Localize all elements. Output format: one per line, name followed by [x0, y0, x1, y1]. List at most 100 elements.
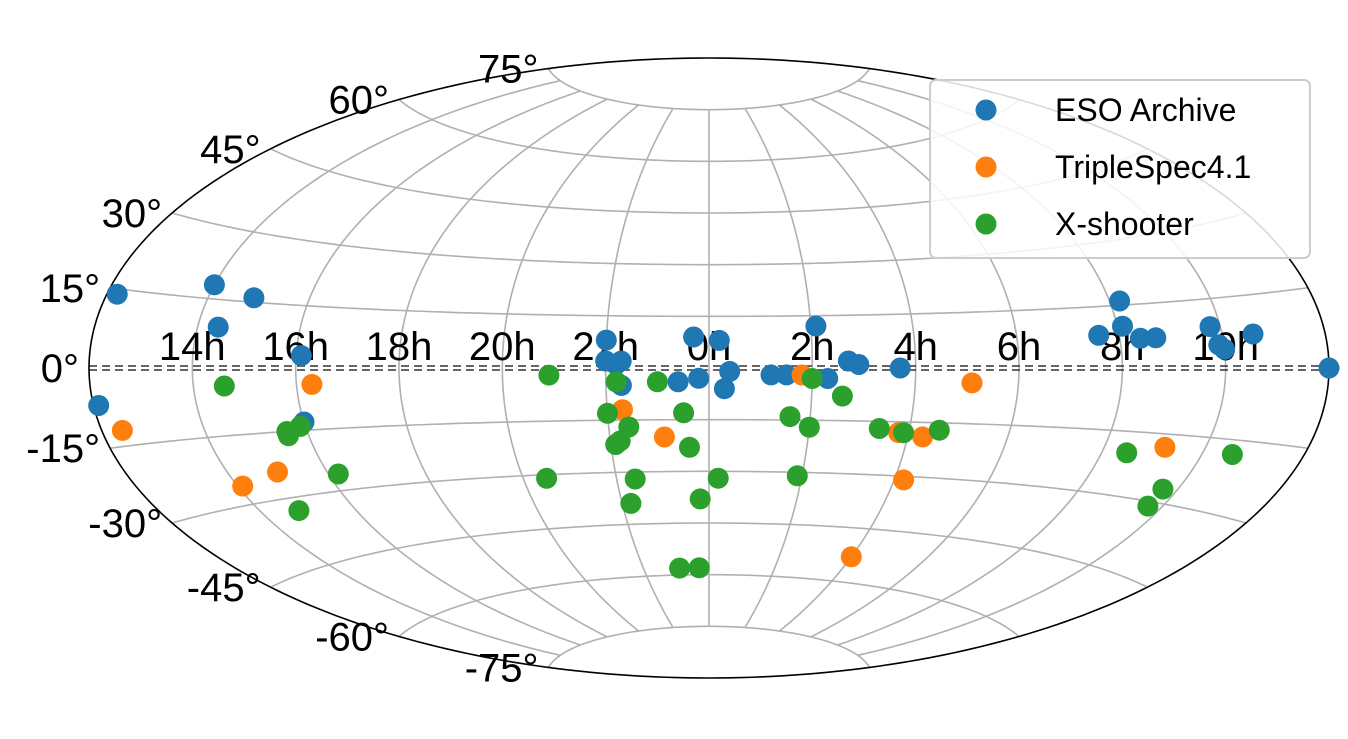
data-point — [707, 467, 729, 489]
data-point — [719, 360, 741, 382]
dec-tick-label: -15° — [26, 427, 100, 471]
dec-tick-label: 30° — [102, 192, 163, 236]
data-point — [893, 469, 915, 491]
data-point — [688, 557, 710, 579]
meridian-gridline — [191, 79, 561, 657]
legend-items: ESO Archive TripleSpec4.1 X-shooter — [975, 92, 1251, 242]
legend-label: ESO Archive — [1055, 92, 1236, 128]
data-point — [798, 416, 820, 438]
legend-label: TripleSpec4.1 — [1055, 149, 1251, 185]
meridian-gridline — [398, 98, 608, 638]
data-point — [840, 546, 862, 568]
data-point — [683, 326, 705, 348]
legend-marker — [975, 156, 997, 178]
data-point — [653, 426, 675, 448]
ra-tick-label: 6h — [997, 325, 1042, 369]
dec-tick-labels: 75° 60° 45° 30°15° 0° -15° -30° -45° -60° -75° — [26, 48, 538, 691]
legend-label: X-shooter — [1055, 206, 1194, 242]
data-point — [620, 492, 642, 514]
data-point — [1152, 478, 1174, 500]
data-point — [111, 419, 133, 441]
data-point — [536, 467, 558, 489]
data-point — [1214, 338, 1236, 360]
data-point — [203, 274, 225, 296]
data-point — [267, 461, 288, 483]
legend-box — [929, 79, 1311, 259]
parallel-gridline — [547, 68, 871, 111]
data-point — [288, 500, 310, 522]
series-x-shooter — [213, 364, 1243, 579]
data-point — [595, 329, 617, 351]
meridian-gridline — [294, 90, 581, 646]
data-point — [289, 415, 311, 437]
data-point — [327, 463, 349, 485]
data-point — [1088, 324, 1110, 346]
data-point — [1199, 316, 1221, 338]
dec-tick-label: 45° — [200, 128, 261, 172]
data-point — [713, 378, 735, 400]
data-point — [688, 367, 710, 389]
data-point — [848, 354, 870, 375]
ra-tick-label: 20h — [469, 325, 536, 369]
data-point — [1221, 444, 1243, 465]
data-point — [597, 402, 618, 424]
data-point — [290, 345, 312, 367]
data-point — [538, 364, 560, 386]
dec-tick-label: -30° — [88, 502, 162, 546]
data-point — [88, 395, 110, 416]
dec-tick-label: 75° — [478, 48, 539, 92]
data-point — [232, 475, 254, 497]
data-point — [760, 364, 782, 386]
data-points — [88, 274, 1340, 579]
data-point — [207, 316, 229, 338]
data-point — [1145, 327, 1167, 349]
data-point — [912, 426, 934, 448]
data-point — [817, 368, 839, 389]
data-point — [708, 329, 730, 351]
data-point — [1154, 436, 1176, 458]
data-point — [776, 364, 797, 386]
data-point — [893, 422, 915, 444]
data-point — [786, 465, 808, 487]
data-point — [673, 402, 695, 424]
data-point — [679, 436, 700, 458]
data-point — [243, 287, 265, 309]
data-point — [961, 372, 983, 394]
dec-tick-label: -60° — [315, 616, 389, 660]
meridian-gridline — [501, 104, 640, 632]
equator-line — [89, 365, 1329, 371]
ra-tick-label: 18h — [366, 325, 433, 369]
data-point — [689, 488, 711, 510]
data-point — [1137, 495, 1159, 517]
data-point — [1318, 357, 1340, 379]
data-point — [801, 368, 823, 389]
data-point — [213, 375, 235, 397]
data-point — [301, 373, 323, 395]
meridian-gridline — [778, 104, 917, 632]
data-point — [624, 468, 646, 490]
graticule — [110, 68, 1308, 668]
dec-tick-label: -45° — [187, 566, 261, 610]
dec-tick-label: 0° — [41, 347, 79, 391]
legend-marker — [975, 213, 997, 235]
data-point — [868, 418, 890, 439]
legend-marker — [975, 99, 997, 121]
series-eso-archive — [88, 274, 1340, 433]
data-point — [1242, 323, 1264, 345]
projection-border — [88, 57, 1330, 679]
data-point — [667, 371, 689, 393]
data-point — [1112, 315, 1133, 337]
dec-tick-label: 15° — [40, 267, 101, 311]
data-point — [1109, 290, 1131, 312]
data-point — [605, 434, 627, 455]
meridian-gridline — [744, 108, 814, 628]
data-point — [928, 419, 950, 441]
data-point — [610, 350, 632, 372]
data-point — [805, 315, 827, 337]
data-point — [779, 406, 801, 428]
projection-outline — [88, 57, 1330, 679]
data-point — [1116, 442, 1138, 464]
series-triplespec4-1 — [111, 364, 1176, 568]
data-point — [605, 371, 627, 393]
